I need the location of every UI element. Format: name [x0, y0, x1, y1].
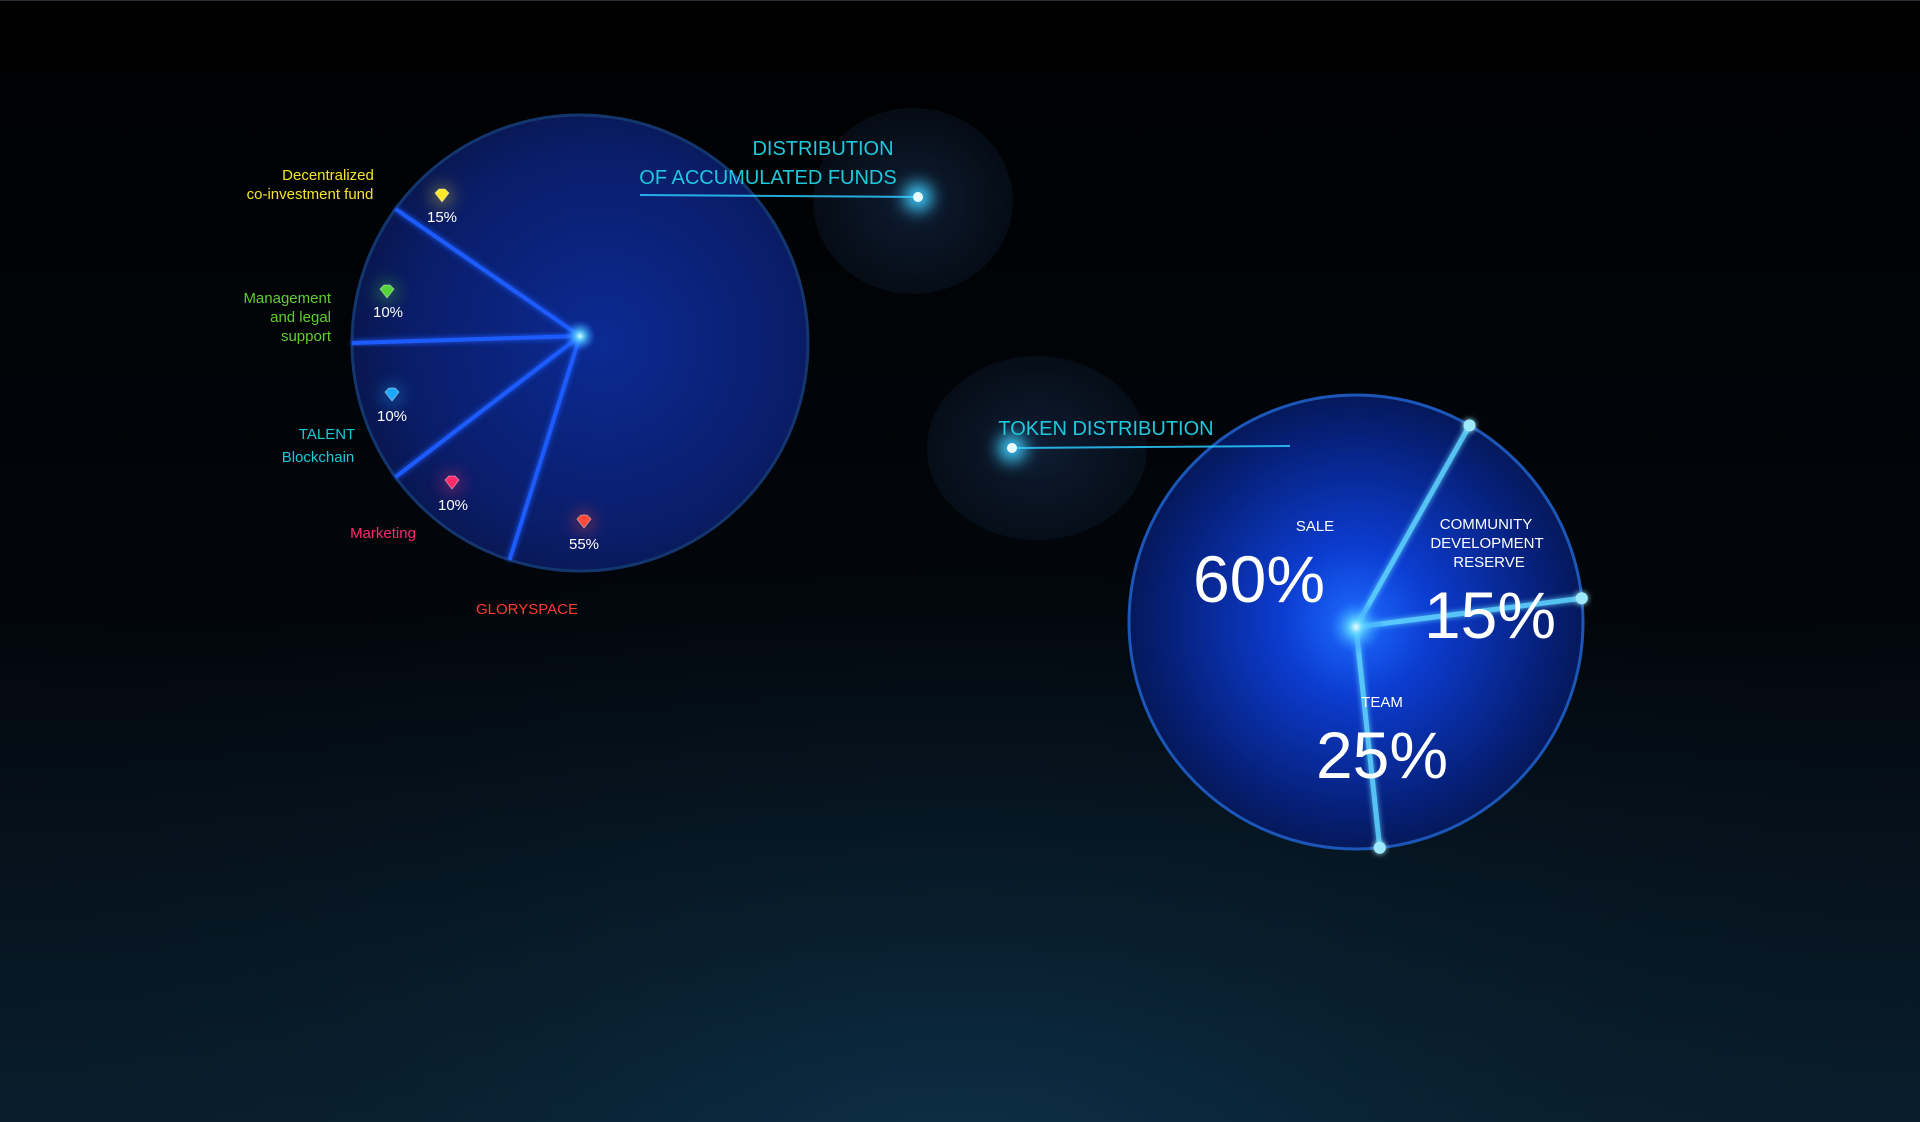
funds-slice-percent: 10%: [377, 408, 407, 425]
funds-label-and-legal: and legal: [270, 309, 331, 326]
token-title-connector: [1009, 445, 1291, 449]
funds-slice-gem-icon: [379, 284, 395, 299]
token-percent-community: 15%: [1424, 578, 1556, 652]
token-percent-sale: 60%: [1193, 542, 1325, 616]
token-pie: [998, 393, 1588, 854]
token-label-development: DEVELOPMENT: [1430, 535, 1543, 552]
funds-label-gloryspace: GLORYSPACE: [476, 601, 578, 618]
token-label-reserve: RESERVE: [1453, 554, 1524, 571]
funds-title-dot: [913, 192, 923, 202]
token-label-community: COMMUNITY: [1440, 516, 1533, 533]
token-percent-team: 25%: [1316, 718, 1448, 792]
funds-slice-percent: 55%: [569, 536, 599, 553]
token-slice-divider: [1353, 424, 1472, 629]
funds-label-co-investment: co-investment fund: [247, 186, 374, 203]
funds-title-line2: OF ACCUMULATED FUNDS: [639, 167, 896, 189]
token-title-dot: [1007, 443, 1017, 453]
token-distribution-chart: TOKEN DISTRIBUTION SALE 60% COMMUNITY DEVEL…: [927, 356, 1588, 854]
funds-slice-percent: 10%: [438, 497, 468, 514]
funds-label-management: Management: [243, 290, 331, 307]
funds-slice-gem-icon: [444, 475, 460, 490]
token-edge-glow: [1373, 841, 1386, 854]
funds-label-marketing: Marketing: [350, 525, 416, 542]
funds-slice-gem-icon: [576, 514, 592, 529]
funds-slice-divider: [351, 334, 581, 345]
token-slice-divider: [1353, 626, 1383, 849]
funds-title-line1: DISTRIBUTION: [752, 138, 893, 160]
funds-label-decentralized: Decentralized: [282, 167, 374, 184]
funds-slice-divider: [394, 207, 582, 338]
token-edge-glow: [1463, 419, 1476, 432]
funds-slice-divider: [394, 334, 582, 479]
top-divider: [0, 0, 1920, 1]
funds-slice-divider: [507, 335, 582, 561]
funds-slice-gem-icon: [434, 188, 450, 203]
funds-label-blockchain: Blockchain: [282, 449, 355, 466]
token-title: TOKEN DISTRIBUTION: [998, 418, 1213, 440]
funds-slice-gem-icon: [384, 387, 400, 402]
funds-title-connector: [639, 194, 921, 198]
token-hub-glow: [1328, 599, 1384, 655]
funds-labels: 55% 10% 10% 10% 15% GLORYSPACE Marketing TALENT…: [243, 167, 599, 618]
funds-pie: [350, 113, 932, 573]
funds-slice-percent: 10%: [373, 304, 403, 321]
funds-slice-percent: 15%: [427, 209, 457, 226]
token-label-sale: SALE: [1296, 518, 1334, 535]
token-slice-divider: [1355, 595, 1583, 630]
funds-distribution-chart: DISTRIBUTION OF ACCUMULATED FUNDS 55% 10%…: [243, 108, 1013, 618]
token-edge-glow: [1575, 592, 1588, 605]
funds-label-talent: TALENT: [299, 426, 355, 443]
funds-label-support: support: [281, 328, 332, 345]
token-labels: SALE 60% COMMUNITY DEVELOPMENT RESERVE 15% TEA…: [1193, 516, 1556, 792]
token-label-team: TEAM: [1361, 694, 1403, 711]
funds-hub-glow: [564, 320, 596, 352]
